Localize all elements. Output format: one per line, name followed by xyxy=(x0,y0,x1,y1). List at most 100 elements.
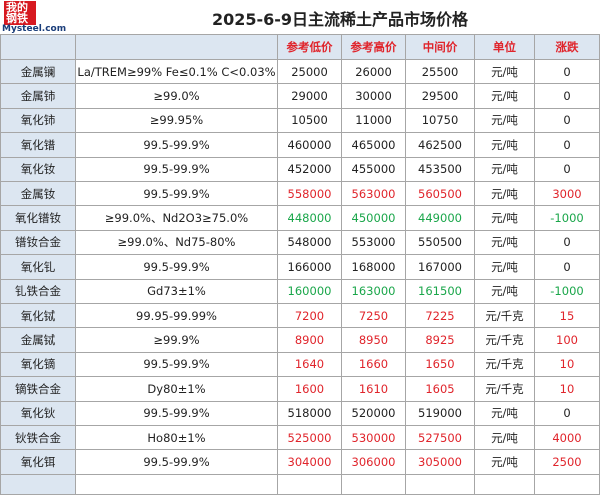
table-cell: 元/吨 xyxy=(475,450,535,475)
table-cell: 450000 xyxy=(342,206,406,231)
product-name: 金属镧 xyxy=(0,60,76,85)
table-cell: ≥99.0%、Nd2O3≥75.0% xyxy=(76,206,278,231)
table-cell: 元/吨 xyxy=(475,157,535,182)
table-cell: 449000 xyxy=(406,206,475,231)
table-cell: 548000 xyxy=(278,230,342,256)
empty-cell xyxy=(0,474,76,495)
table-cell: ≥99.0% xyxy=(76,84,278,109)
table-cell: -1000 xyxy=(535,279,600,304)
table-cell: Ho80±1% xyxy=(76,426,278,451)
table-cell: 448000 xyxy=(278,206,342,231)
header-cell: 参考低价 xyxy=(278,35,342,60)
table-cell: ≥99.0%、Nd75-80% xyxy=(76,230,278,256)
table-cell: 160000 xyxy=(278,279,342,304)
table-cell: 0 xyxy=(535,401,600,426)
table-cell: 11000 xyxy=(342,108,406,134)
table-cell: 元/吨 xyxy=(475,133,535,158)
empty-cell xyxy=(76,474,278,495)
table-cell: 8900 xyxy=(278,328,342,353)
product-name: 氧化铈 xyxy=(0,108,76,134)
header-cell: 单位 xyxy=(475,35,535,60)
table-cell: 0 xyxy=(535,255,600,280)
table-cell: 99.5-99.9% xyxy=(76,450,278,475)
table-cell: 1600 xyxy=(278,377,342,402)
table-cell: 8950 xyxy=(342,328,406,353)
table-cell: 99.5-99.9% xyxy=(76,352,278,378)
table-cell: 166000 xyxy=(278,255,342,280)
product-name: 钬铁合金 xyxy=(0,426,76,451)
table-cell: 10500 xyxy=(278,108,342,134)
table-cell: 525000 xyxy=(278,426,342,451)
table-cell: 10750 xyxy=(406,108,475,134)
table-cell: 99.95-99.99% xyxy=(76,304,278,329)
table-cell: 元/吨 xyxy=(475,255,535,280)
table-cell: 1640 xyxy=(278,352,342,378)
title-border xyxy=(0,34,600,35)
table-cell: 465000 xyxy=(342,133,406,158)
title: 2025-6-9日主流稀土产品市场价格 xyxy=(211,9,469,29)
table-cell: 99.5-99.9% xyxy=(76,133,278,158)
table-cell: 3000 xyxy=(535,182,600,207)
header-cell: 参考高价 xyxy=(342,35,406,60)
table-cell: 30000 xyxy=(342,84,406,109)
table-cell: 168000 xyxy=(342,255,406,280)
table-cell: 4000 xyxy=(535,426,600,451)
table-cell: 560500 xyxy=(406,182,475,207)
table-cell: 453500 xyxy=(406,157,475,182)
product-name: 氧化铒 xyxy=(0,450,76,475)
empty-cell xyxy=(535,474,600,495)
header-cell xyxy=(76,35,278,60)
table-cell: 元/千克 xyxy=(475,328,535,353)
table-cell: 306000 xyxy=(342,450,406,475)
empty-cell xyxy=(278,474,342,495)
table-cell: 99.5-99.9% xyxy=(76,255,278,280)
table-cell: 100 xyxy=(535,328,600,353)
product-name: 氧化镨 xyxy=(0,133,76,158)
table-cell: 8925 xyxy=(406,328,475,353)
product-name: 镨钕合金 xyxy=(0,230,76,256)
table-cell: 25500 xyxy=(406,60,475,85)
table-cell: 99.5-99.9% xyxy=(76,182,278,207)
product-name: 氧化钬 xyxy=(0,401,76,426)
table-cell: 460000 xyxy=(278,133,342,158)
product-name: 氧化镝 xyxy=(0,352,76,378)
table-cell: 0 xyxy=(535,230,600,256)
empty-cell xyxy=(475,474,535,495)
logo-en: Mysteel.com xyxy=(2,24,67,34)
table-cell: 10 xyxy=(535,352,600,378)
product-name: 金属钕 xyxy=(0,182,76,207)
table-cell: 99.5-99.9% xyxy=(76,157,278,182)
product-name: 氧化镨钕 xyxy=(0,206,76,231)
table-cell: 26000 xyxy=(342,60,406,85)
table-cell: 元/吨 xyxy=(475,230,535,256)
table-cell: 元/吨 xyxy=(475,108,535,134)
table-cell: 1660 xyxy=(342,352,406,378)
table-cell: 518000 xyxy=(278,401,342,426)
table-cell: Dy80±1% xyxy=(76,377,278,402)
table-cell: 7225 xyxy=(406,304,475,329)
table-cell: 163000 xyxy=(342,279,406,304)
table-cell: 452000 xyxy=(278,157,342,182)
table-cell: 10 xyxy=(535,377,600,402)
product-name: 金属铽 xyxy=(0,328,76,353)
table-cell: 161500 xyxy=(406,279,475,304)
product-name: 氧化钕 xyxy=(0,157,76,182)
table-cell: 1605 xyxy=(406,377,475,402)
table-cell: 167000 xyxy=(406,255,475,280)
table-cell: 元/吨 xyxy=(475,401,535,426)
table-cell: Gd73±1% xyxy=(76,279,278,304)
table-cell: 0 xyxy=(535,133,600,158)
product-name: 钆铁合金 xyxy=(0,279,76,304)
header-cell xyxy=(0,35,76,60)
table-cell: 99.5-99.9% xyxy=(76,401,278,426)
table-cell: 530000 xyxy=(342,426,406,451)
table-cell: 29000 xyxy=(278,84,342,109)
table-cell: 2500 xyxy=(535,450,600,475)
table-cell: 519000 xyxy=(406,401,475,426)
empty-cell xyxy=(342,474,406,495)
table-cell: 元/吨 xyxy=(475,182,535,207)
table-cell: 462500 xyxy=(406,133,475,158)
table-cell: 558000 xyxy=(278,182,342,207)
table-cell: 元/吨 xyxy=(475,84,535,109)
